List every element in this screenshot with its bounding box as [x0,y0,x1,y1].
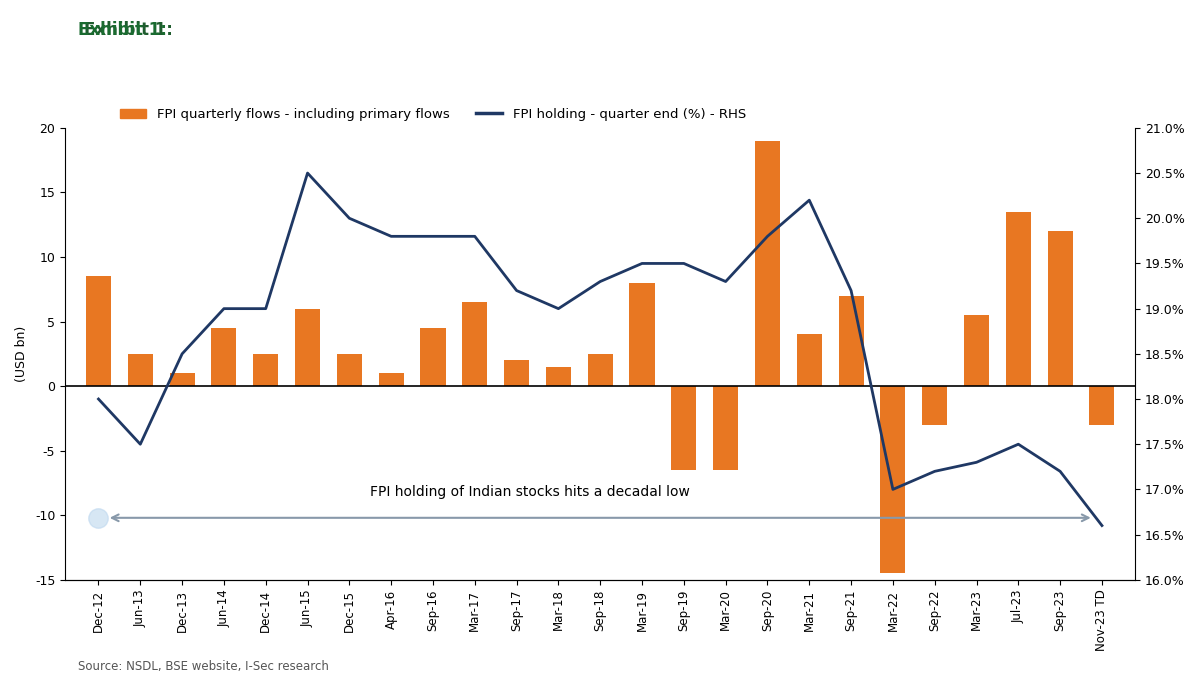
Bar [964,315,989,386]
Text: FPI holding of Indian stocks hits a decadal low: FPI holding of Indian stocks hits a deca… [371,485,690,499]
Text: Exhibit 1:: Exhibit 1: [84,21,173,38]
Bar [588,354,613,386]
Bar [839,295,864,386]
Bar [630,283,654,386]
Bar [755,141,780,386]
Bar [1048,231,1073,386]
Bar [337,354,362,386]
Bar [420,328,445,386]
Legend: FPI quarterly flows - including primary flows, FPI holding - quarter end (%) - R: FPI quarterly flows - including primary … [114,103,751,126]
Bar [169,373,194,386]
Text: Source: NSDL, BSE website, I-Sec research: Source: NSDL, BSE website, I-Sec researc… [78,660,329,673]
Bar [211,328,236,386]
Bar [797,335,822,386]
Text: Exhibit 1:: Exhibit 1: [78,21,167,38]
Bar [504,360,529,386]
Bar [86,276,112,386]
Bar [881,386,906,574]
Bar [713,386,738,470]
Bar [671,386,696,470]
Y-axis label: (USD bn): (USD bn) [16,326,28,382]
Bar [127,354,152,386]
Bar [922,386,947,425]
Bar [295,308,320,386]
Bar [1090,386,1115,425]
Bar [379,373,403,386]
Bar [462,302,487,386]
Bar [1006,212,1031,386]
Bar [546,367,571,386]
Bar [253,354,278,386]
